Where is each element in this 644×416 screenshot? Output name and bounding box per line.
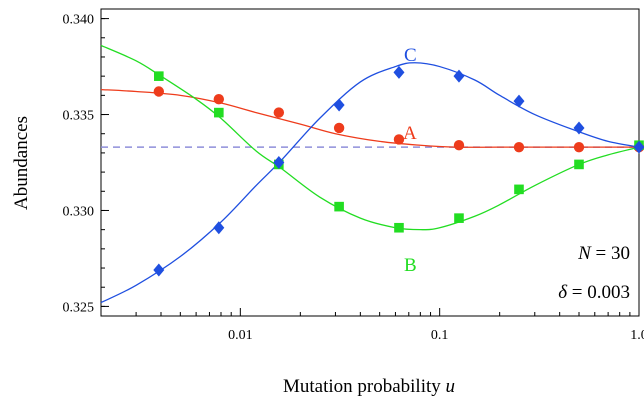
series-a-point (153, 86, 165, 97)
series-b-point (154, 71, 164, 81)
series-b-point (514, 184, 524, 195)
x-axis-title: Mutation probability u (283, 376, 455, 397)
series-a-point (213, 93, 225, 105)
series-c-point (333, 98, 345, 112)
annotation-delta-op: = (572, 282, 583, 303)
x-axis-title-var: u (446, 376, 456, 397)
series-label-b: B (404, 255, 417, 276)
axis-ticks: 0.01 0.1 1.0 0.325 0.330 0.335 0.340 (63, 13, 644, 343)
series-a-curve (100, 88, 639, 148)
series-a-point (513, 141, 525, 153)
series-b-point (454, 213, 464, 223)
x-tick-label: 0.1 (431, 328, 449, 343)
annotation-n-value: 30 (611, 243, 630, 264)
series-markers (153, 65, 644, 277)
y-tick-label: 0.340 (63, 13, 95, 28)
series-a-point (273, 107, 285, 118)
series-label-c: C (404, 45, 417, 66)
y-tick-label: 0.330 (63, 204, 95, 219)
series-label-a: A (403, 123, 417, 144)
series-c-point (513, 94, 525, 108)
series-b-curve (100, 44, 640, 231)
series-labels: A B C (403, 45, 417, 276)
series-c-point (393, 65, 405, 79)
series-a-point (453, 140, 465, 151)
series-c-point (453, 69, 465, 83)
series-c-point (273, 156, 285, 169)
x-tick-label: 1.0 (630, 328, 644, 343)
series-b-point (394, 222, 404, 233)
y-axis-title: Abundances (11, 116, 32, 210)
series-a-point (393, 134, 405, 145)
y-tick-label: 0.325 (63, 300, 95, 315)
plot-frame (100, 8, 640, 317)
series-b-point (334, 201, 344, 212)
annotation-delta-var: δ (558, 282, 568, 303)
annotation-n-var: N (577, 243, 592, 264)
series-c-point (573, 121, 585, 135)
annotation-n-op: = (596, 243, 607, 264)
series-a-point (573, 141, 585, 153)
series-c-point (213, 221, 225, 235)
series-a-point (333, 122, 345, 134)
annotation-delta-value: 0.003 (587, 282, 630, 303)
y-tick-label: 0.335 (63, 109, 95, 124)
series-c-point (153, 263, 165, 277)
series-b-point (214, 107, 224, 118)
series-c-curve (100, 62, 640, 304)
series-curves (100, 44, 640, 304)
series-c-point (633, 140, 644, 154)
x-tick-label: 0.01 (228, 328, 253, 343)
x-axis-title-text: Mutation probability (283, 376, 441, 397)
series-b-point (574, 159, 584, 170)
annotation-delta: δ = 0.003 (558, 282, 630, 303)
annotation-n: N = 30 (577, 243, 630, 264)
